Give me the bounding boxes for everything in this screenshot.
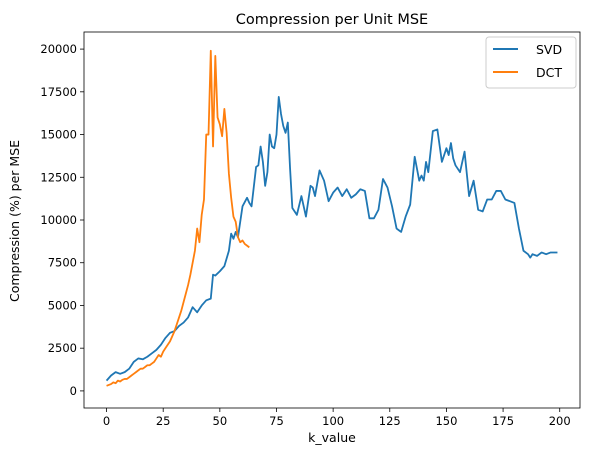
y-axis-label: Compression (%) per MSE <box>7 140 22 302</box>
legend-box <box>485 36 577 89</box>
series-line-svd <box>105 96 558 382</box>
x-tick-label: 150 <box>435 414 457 428</box>
series-line-dct <box>106 49 250 387</box>
y-tick-label: 10000 <box>40 213 77 227</box>
x-tick-label: 200 <box>549 414 571 428</box>
x-tick-label: 125 <box>379 414 401 428</box>
legend-label-svd: SVD <box>536 42 562 57</box>
x-tick-label: 100 <box>322 414 344 428</box>
y-tick-label: 0 <box>70 384 77 398</box>
y-tick-label: 2500 <box>48 341 77 355</box>
y-tick-label: 15000 <box>40 128 77 142</box>
y-tick-label: 12500 <box>40 170 77 184</box>
y-tick-label: 17500 <box>40 85 77 99</box>
x-tick-label: 25 <box>156 414 171 428</box>
y-axis-ticks: 0 2500 5000 7500 10000 12500 15000 17500 20000 <box>40 42 84 398</box>
x-tick-label: 75 <box>269 414 284 428</box>
y-tick-label: 7500 <box>48 256 77 270</box>
legend: SVD DCT <box>485 36 577 89</box>
series-lines <box>105 49 558 387</box>
x-axis-ticks: 0 25 50 75 100 125 150 175 200 <box>103 408 571 428</box>
x-tick-label: 0 <box>103 414 110 428</box>
legend-label-dct: DCT <box>536 65 562 80</box>
y-tick-label: 20000 <box>40 42 77 56</box>
x-axis-label: k_value <box>308 430 356 445</box>
chart-title: Compression per Unit MSE <box>236 12 428 28</box>
x-tick-label: 50 <box>213 414 228 428</box>
x-tick-label: 175 <box>492 414 514 428</box>
y-tick-label: 5000 <box>48 298 77 312</box>
